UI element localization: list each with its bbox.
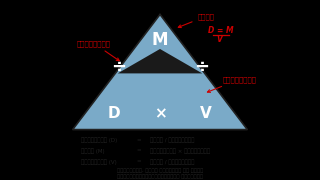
Text: நிறை (M): நிறை (M) bbox=[81, 148, 105, 154]
Text: ×: × bbox=[154, 106, 166, 121]
Text: ÷: ÷ bbox=[194, 58, 209, 76]
Text: அடர்த்தி (D): அடர்த்தி (D) bbox=[81, 138, 117, 143]
Text: =: = bbox=[137, 159, 141, 165]
Text: ஆகியவற்றிடையேபொருளான தொடர்பு: ஆகியவற்றிடையேபொருளான தொடர்பு bbox=[117, 174, 203, 179]
Text: அடர்த்தி, நிறை மற்றும் கண அளவு: அடர்த்தி, நிறை மற்றும் கண அளவு bbox=[117, 168, 203, 173]
Text: ÷: ÷ bbox=[111, 58, 126, 76]
Text: M: M bbox=[152, 31, 168, 49]
Text: D: D bbox=[108, 106, 121, 121]
Text: கண்டறிவு (V): கண்டறிவு (V) bbox=[81, 159, 117, 165]
Text: அடர்த்தி × கண்டறிவு: அடர்த்தி × கண்டறிவு bbox=[150, 148, 210, 154]
Text: V: V bbox=[200, 106, 212, 121]
Polygon shape bbox=[73, 14, 247, 130]
Text: அடர்த்தி: அடர்த்தி bbox=[77, 40, 119, 61]
Text: V: V bbox=[216, 35, 222, 44]
Text: =: = bbox=[137, 149, 141, 154]
Text: =: = bbox=[137, 138, 141, 143]
Text: கண்டறிவு: கண்டறிவு bbox=[207, 76, 256, 92]
Text: நிறை / அடர்த்தி: நிறை / அடர்த்தி bbox=[150, 159, 194, 165]
Text: D = M: D = M bbox=[208, 26, 234, 35]
Polygon shape bbox=[118, 49, 202, 73]
Text: நிறை / கண்டறிவு: நிறை / கண்டறிவு bbox=[150, 138, 194, 143]
Text: நிறை: நிறை bbox=[178, 13, 214, 28]
